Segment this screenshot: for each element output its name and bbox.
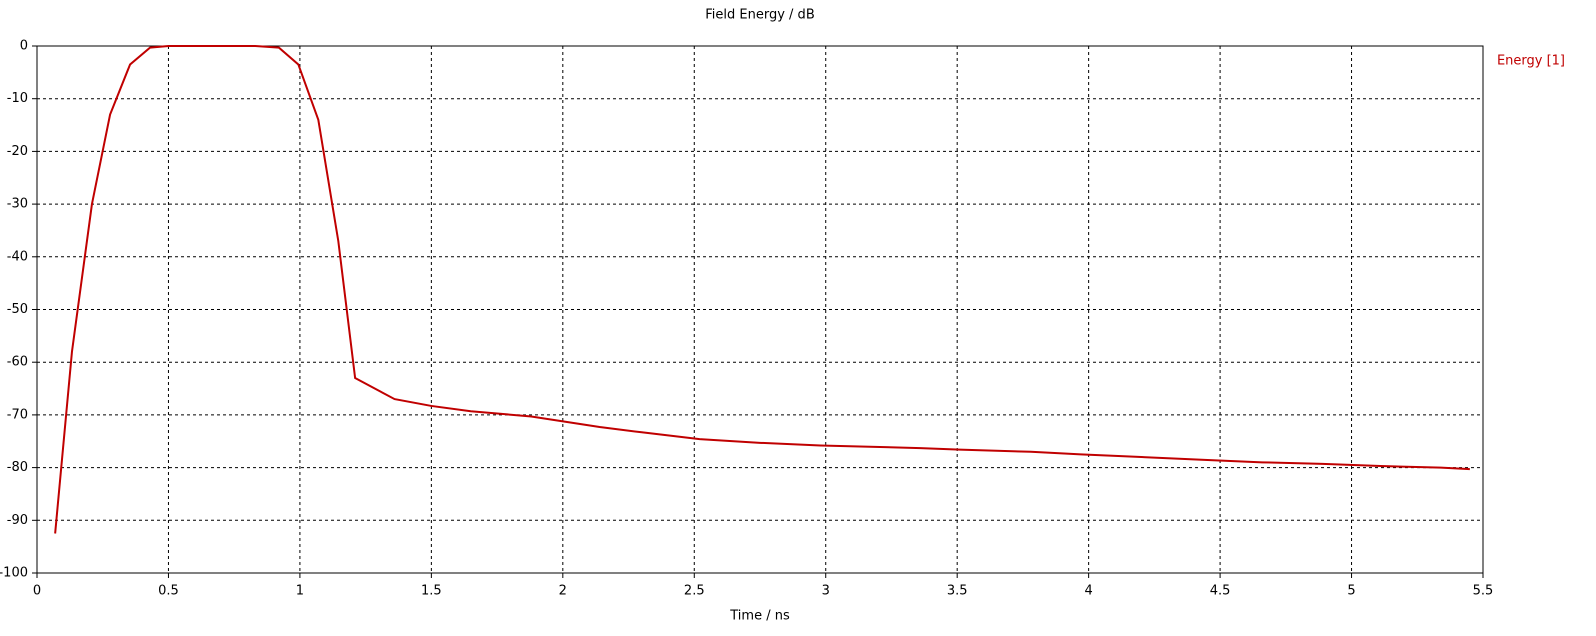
- x-tick-label: 3.5: [947, 584, 968, 599]
- data-line: [54, 45, 1470, 534]
- y-tick-label: -40: [7, 249, 28, 264]
- x-tick-label: 1.5: [421, 584, 442, 599]
- y-tick-label: -70: [7, 407, 28, 422]
- chart-title: Field Energy / dB: [705, 8, 814, 23]
- y-tick-label: -20: [7, 144, 28, 159]
- y-tick-label: -60: [7, 355, 28, 370]
- x-tick-label: 4.5: [1210, 584, 1231, 599]
- legend-entry: Energy [1]: [1497, 54, 1565, 69]
- x-tick-label: 2.5: [684, 584, 705, 599]
- y-tick-label: 0: [20, 39, 28, 54]
- y-tick-label: -30: [7, 197, 28, 212]
- x-axis-label: Time / ns: [729, 609, 790, 624]
- y-tick-label: -90: [7, 513, 28, 528]
- y-tick-label: -80: [7, 460, 28, 475]
- x-tick-label: 0.5: [158, 584, 179, 599]
- x-tick-label: 1: [296, 584, 304, 599]
- y-tick-label: -50: [7, 302, 28, 317]
- x-tick-label: 3: [822, 584, 830, 599]
- x-tick-label: 5: [1347, 584, 1355, 599]
- y-tick-label: -10: [7, 91, 28, 106]
- y-tick-label: -100: [0, 566, 28, 581]
- x-tick-label: 5.5: [1473, 584, 1494, 599]
- x-tick-label: 2: [559, 584, 567, 599]
- x-tick-label: 4: [1084, 584, 1092, 599]
- x-tick-label: 0: [33, 584, 41, 599]
